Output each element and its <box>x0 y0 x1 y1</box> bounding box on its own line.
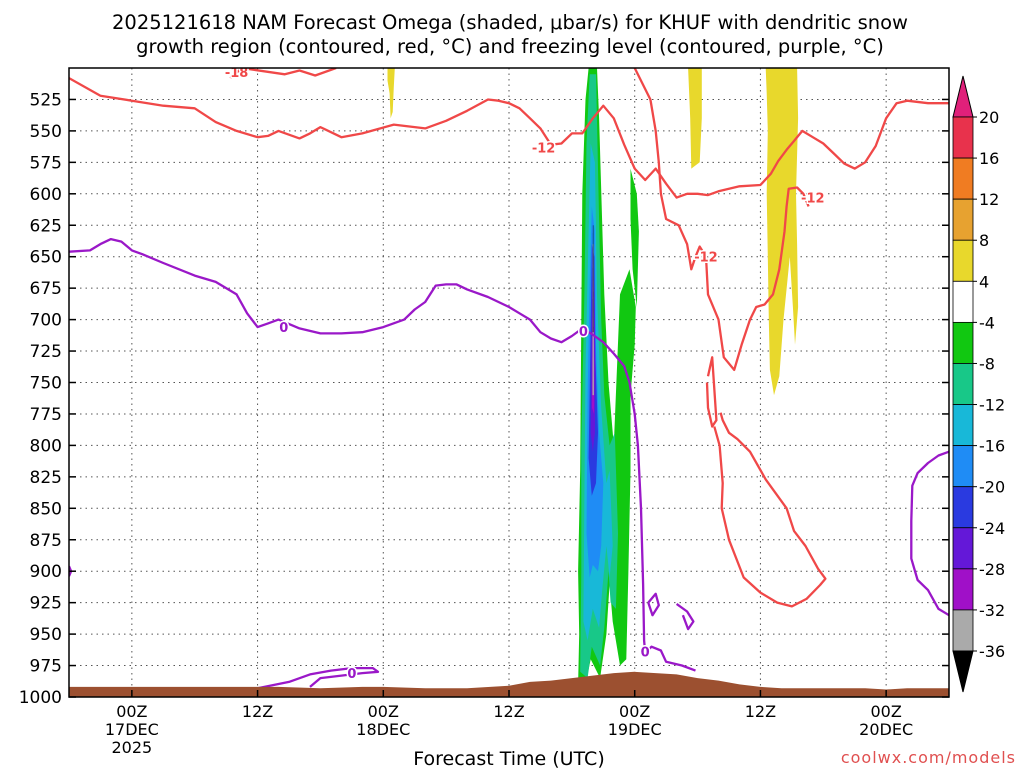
y-tick-label: 725 <box>30 342 62 362</box>
y-tick-label: 775 <box>30 405 62 425</box>
colorbar-label: -12 <box>979 396 1005 415</box>
x-tick-label: 00Z <box>619 702 650 721</box>
dgz-minus12-descending-branch <box>633 68 810 372</box>
colorbar-label: 16 <box>979 149 999 168</box>
colorbar-bin <box>952 609 974 652</box>
x-tick-label: 2025 <box>111 738 152 757</box>
y-tick-label: 800 <box>30 436 62 456</box>
y-axis: 525 550 575 600 625 650 675 700 725 750 775 800 825 8… <box>19 90 949 708</box>
contour-label-minus12-right: -12 <box>801 192 825 207</box>
contour-label-minus12-upper: -12 <box>532 141 556 156</box>
contour-label-zero-mid: 0 <box>279 321 288 336</box>
colorbar-bin <box>952 198 974 241</box>
colorbar-bin <box>952 280 974 323</box>
y-tick-label: 550 <box>30 122 62 142</box>
freezing-level-zero-east <box>910 450 949 617</box>
colorbar-bin <box>952 116 974 159</box>
colorbar-bin <box>952 445 974 488</box>
terrain-fill <box>69 671 949 697</box>
colorbar-label: -32 <box>979 601 1005 620</box>
x-tick-label: 12Z <box>745 702 776 721</box>
colorbar-bin <box>952 321 974 364</box>
colorbar-bin <box>952 239 974 282</box>
freezing-level-zero-sfc <box>644 645 696 672</box>
x-tick-label: 12Z <box>242 702 273 721</box>
y-tick-label: 625 <box>30 216 62 236</box>
x-tick-label: 17DEC <box>105 720 159 739</box>
omega-region-rising-motion-black <box>592 225 594 333</box>
y-tick-label: 900 <box>30 562 62 582</box>
omega-region-sinking-motion-yellow-c <box>765 68 799 396</box>
credit-text: coolwx.com/models <box>841 748 1016 767</box>
colorbar-label: 8 <box>979 231 989 250</box>
y-tick-label: 700 <box>30 311 62 331</box>
colorbar-label: 20 <box>979 108 999 127</box>
plot-area: -18 -12 -12 -12 0 0 0 0 <box>69 66 949 697</box>
colorbar-label: -28 <box>979 560 1005 579</box>
colorbar-label: -20 <box>979 478 1005 497</box>
y-tick-label: 675 <box>30 279 62 299</box>
colorbar-under-arrow <box>952 650 974 693</box>
colorbar-bin <box>952 486 974 529</box>
dgz-minus18-contour <box>229 68 337 79</box>
dgz-minus12-contour <box>69 77 949 199</box>
y-tick-label: 975 <box>30 657 62 677</box>
freezing-level-zero-main <box>69 237 647 654</box>
x-tick-label: 00Z <box>368 702 399 721</box>
freezing-level-zero-small-b <box>675 602 695 631</box>
omega-region-sinking-motion-yellow-a <box>387 68 395 119</box>
colorbar-bin <box>952 527 974 570</box>
contour-label-zero-lowleft: 0 <box>347 667 356 682</box>
contour-label-minus18: -18 <box>225 66 249 81</box>
freezing-level-zero-lowleft <box>257 666 380 690</box>
omega-colorbar: 20 16 12 8 4 -4 -8 -12 -16 -20 -24 -28 -32 -36 <box>952 75 1005 693</box>
y-tick-label: 650 <box>30 248 62 268</box>
omega-region-sinking-motion-yellow-b <box>688 68 702 169</box>
y-tick-label: 525 <box>30 90 62 110</box>
dgz-lower-boundary <box>713 412 827 608</box>
colorbar-label: 12 <box>979 190 999 209</box>
y-tick-label: 600 <box>30 185 62 205</box>
y-tick-label: 1000 <box>19 688 62 708</box>
contour-label-zero-sfc: 0 <box>641 646 650 661</box>
dgz-lower-closed-contour <box>705 356 718 428</box>
colorbar-label: -8 <box>979 354 995 373</box>
y-tick-label: 950 <box>30 625 62 645</box>
x-tick-label: 12Z <box>493 702 524 721</box>
contour-label-minus12-mid: -12 <box>694 251 718 266</box>
colorbar-bin <box>952 568 974 611</box>
x-tick-label: 19DEC <box>608 720 662 739</box>
colorbar-bin <box>952 363 974 405</box>
chart-title-line2: growth region (contoured, red, °C) and f… <box>136 35 884 58</box>
x-tick-label: 00Z <box>116 702 147 721</box>
colorbar-bin <box>952 404 974 447</box>
omega-region-rising-motion-green-east <box>630 168 639 307</box>
y-tick-label: 875 <box>30 531 62 551</box>
x-tick-label: 18DEC <box>356 720 410 739</box>
freezing-level-zero-small-a <box>647 592 660 617</box>
colorbar-label: -16 <box>979 437 1005 456</box>
y-tick-label: 925 <box>30 594 62 614</box>
colorbar-label: 4 <box>979 272 989 291</box>
colorbar-bin <box>952 157 974 200</box>
y-tick-label: 575 <box>30 153 62 173</box>
x-axis-label: Forecast Time (UTC) <box>413 748 604 768</box>
colorbar-label: -36 <box>979 642 1005 661</box>
chart-title-line1: 2025121618 NAM Forecast Omega (shaded, μ… <box>112 11 908 34</box>
x-tick-label: 00Z <box>870 702 901 721</box>
y-tick-label: 850 <box>30 499 62 519</box>
colorbar-label: -4 <box>979 313 995 332</box>
y-tick-label: 750 <box>30 374 62 394</box>
y-tick-label: 825 <box>30 468 62 488</box>
contour-label-zero-jet: 0 <box>579 325 588 340</box>
colorbar-label: -24 <box>979 519 1005 538</box>
x-tick-label: 20DEC <box>859 720 913 739</box>
